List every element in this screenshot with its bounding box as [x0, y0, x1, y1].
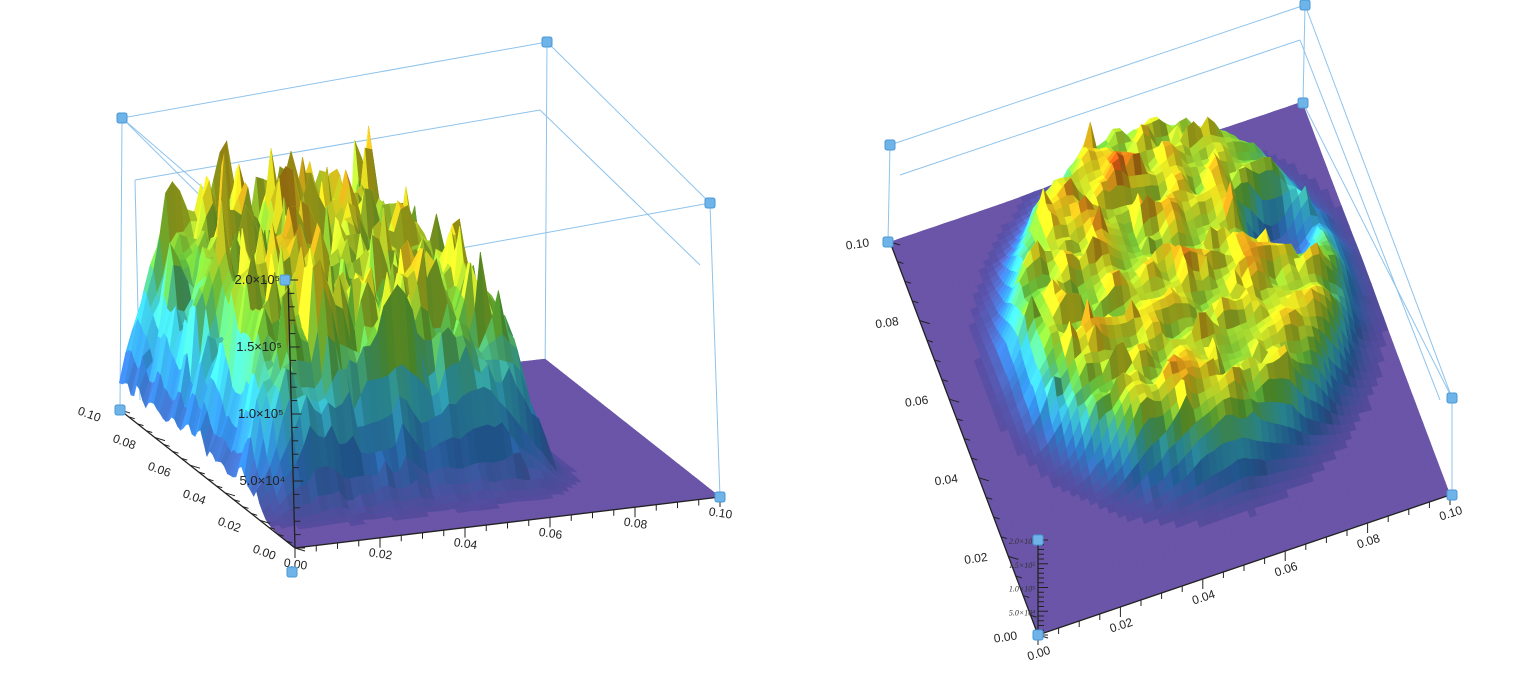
y-tick-label: 0.04: [181, 486, 208, 507]
surface-mesh: [118, 126, 721, 549]
surface-plot-right: 0.000.020.040.060.080.100.000.020.040.06…: [845, 0, 1464, 663]
z-tick-label: 2.0×10⁵: [234, 272, 280, 287]
bounding-box-edge: [546, 41, 711, 204]
bounding-box-edge: [539, 109, 701, 266]
corner-handle[interactable]: [279, 274, 291, 286]
bounding-box-edge: [544, 41, 548, 391]
y-tick-label: 0.00: [251, 542, 278, 563]
x-tick-label: 0.04: [453, 535, 478, 552]
x-tick-label: 0.08: [623, 515, 648, 532]
z-tick-label: 5.0×10⁴: [240, 473, 286, 488]
surface-plot-left: 0.000.020.040.060.080.100.000.020.040.06…: [76, 36, 733, 578]
z-tick-label: 1.0×10⁵: [238, 406, 284, 421]
bounding-box-edge: [134, 109, 541, 181]
corner-handle[interactable]: [286, 566, 298, 578]
x-tick-label: 0.06: [538, 525, 563, 542]
y-tick-label: 0.06: [146, 459, 173, 480]
corner-handle[interactable]: [714, 491, 726, 503]
bounding-box-edge: [709, 202, 721, 498]
corner-handle[interactable]: [704, 197, 716, 209]
bounding-box-edge: [119, 117, 123, 411]
corner-handle[interactable]: [114, 404, 126, 416]
bounding-box-edge: [121, 41, 548, 119]
x-tick-label: 0.02: [368, 545, 393, 562]
corner-handle[interactable]: [116, 112, 128, 124]
y-tick-label: 0.02: [216, 514, 243, 535]
y-tick-label: 0.08: [111, 431, 138, 452]
bounding-box-edge: [1302, 4, 1306, 104]
bounding-box-edge: [887, 144, 891, 243]
z-tick-label: 1.5×10⁵: [236, 339, 282, 354]
y-tick-label: 0.10: [76, 404, 103, 425]
corner-handle[interactable]: [541, 36, 553, 48]
x-tick-label: 0.10: [708, 504, 733, 521]
